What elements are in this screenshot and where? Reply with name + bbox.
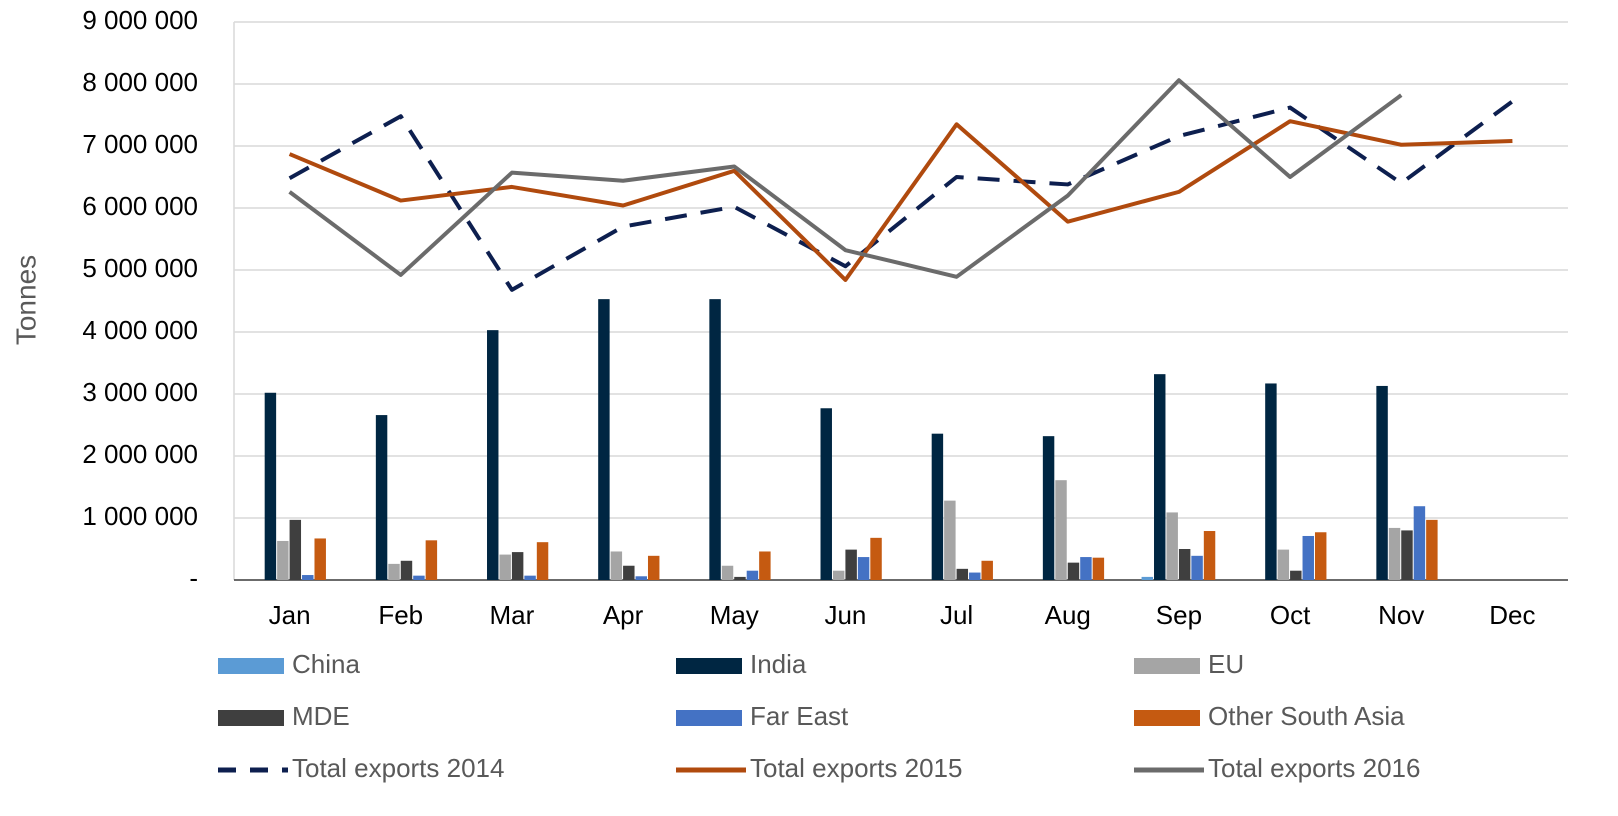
bar [536,542,549,580]
line [288,78,1403,279]
legend-swatch [218,658,284,674]
bar [487,330,499,580]
x-tick-label: Jan [269,600,311,630]
bar [746,570,759,580]
bar [709,299,721,580]
bar [721,565,734,580]
x-tick-label: Apr [603,600,644,630]
x-tick-label: Aug [1045,600,1091,630]
line [288,99,1514,292]
bar [1055,480,1067,580]
bar [610,551,623,580]
legend-label: Far East [750,701,849,731]
bar [759,551,771,580]
x-tick-label: May [710,600,759,630]
bar [1092,557,1105,580]
y-tick-label: 8 000 000 [82,67,198,97]
legend-label: Total exports 2015 [750,753,962,783]
legend-label: EU [1208,649,1244,679]
x-tick-label: Dec [1489,600,1535,630]
bar [1401,530,1413,580]
legend-swatch [676,658,742,674]
bar [1277,549,1290,580]
bar [623,565,635,580]
bar [845,549,857,580]
bar [870,537,882,580]
bar [277,540,289,580]
y-tick-label: 7 000 000 [82,129,198,159]
y-tick-label: - [189,563,198,593]
bar [511,552,524,580]
bar [1080,557,1092,580]
bar [981,560,993,580]
bar [857,557,870,580]
x-tick-label: Feb [378,600,423,630]
x-tick-label: Jun [824,600,866,630]
bar [1067,562,1080,580]
bar [1141,576,1154,580]
bar [302,575,314,580]
bar [1302,535,1314,580]
bar [1166,512,1178,580]
bar [289,519,302,580]
bar [1154,374,1166,580]
x-tick-label: Mar [490,600,535,630]
y-tick-label: 4 000 000 [82,315,198,345]
y-tick-label: 2 000 000 [82,439,198,469]
bar [931,433,944,580]
bar [1042,436,1055,580]
legend-swatch [218,710,284,726]
y-tick-label: 5 000 000 [82,253,198,283]
bar [1265,383,1277,580]
bar [425,540,438,580]
bar [734,576,746,580]
x-tick-label: Jul [940,600,973,630]
bar [1290,570,1302,580]
bar [969,572,981,580]
y-tick-label: 9 000 000 [82,5,198,35]
x-tick-label: Nov [1378,600,1424,630]
bar [1376,385,1388,580]
bar [400,560,413,580]
bar [1413,506,1426,580]
bar [1388,527,1401,580]
bar [264,392,277,580]
x-tick-label: Sep [1156,600,1202,630]
x-tick-label: Oct [1270,600,1311,630]
y-tick-label: 6 000 000 [82,191,198,221]
bar [1178,549,1191,580]
bar [388,563,400,580]
legend-swatch [1134,658,1200,674]
bar [944,500,956,580]
legend-swatch [1134,710,1200,726]
bar [1203,531,1216,580]
bar [820,408,832,580]
bar [314,538,326,580]
legend-label: MDE [292,701,350,731]
legend-label: India [750,649,807,679]
y-tick-label: 3 000 000 [82,377,198,407]
bar [499,554,511,580]
legend-label: China [292,649,360,679]
bar [832,570,845,580]
y-axis-title: Tonnes [10,255,41,345]
line [288,119,1513,282]
bar [598,299,610,580]
bar [375,415,388,580]
legend-label: Total exports 2014 [292,753,504,783]
bar [524,575,536,580]
bar [956,568,969,580]
y-tick-label: 1 000 000 [82,501,198,531]
legend-label: Total exports 2016 [1208,753,1420,783]
bar [1426,519,1438,580]
bar [1191,555,1203,580]
bar [413,575,425,580]
bar [647,555,660,580]
bar [1314,532,1327,580]
legend-swatch [676,710,742,726]
bar [635,576,647,580]
legend-label: Other South Asia [1208,701,1405,731]
